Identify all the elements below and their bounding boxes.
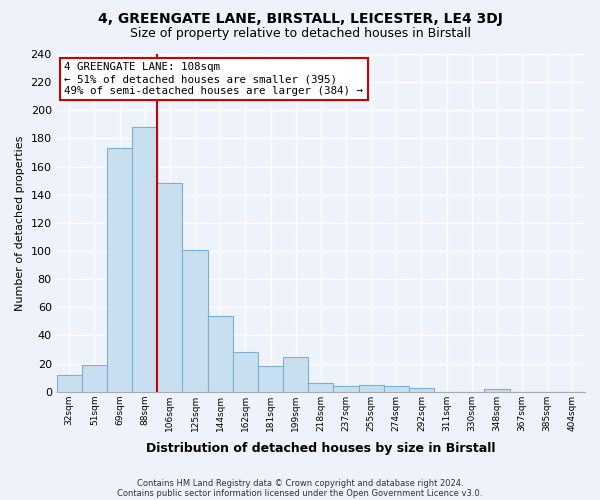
Bar — [182, 250, 208, 392]
Bar — [258, 366, 283, 392]
Bar — [208, 316, 233, 392]
Bar — [107, 148, 132, 392]
Bar — [283, 356, 308, 392]
Bar — [56, 375, 82, 392]
Bar — [233, 352, 258, 392]
Text: Contains HM Land Registry data © Crown copyright and database right 2024.: Contains HM Land Registry data © Crown c… — [137, 478, 463, 488]
Text: 4, GREENGATE LANE, BIRSTALL, LEICESTER, LE4 3DJ: 4, GREENGATE LANE, BIRSTALL, LEICESTER, … — [98, 12, 502, 26]
Bar — [132, 127, 157, 392]
Text: Contains public sector information licensed under the Open Government Licence v3: Contains public sector information licen… — [118, 488, 482, 498]
Bar — [409, 388, 434, 392]
Bar — [359, 384, 384, 392]
Bar — [484, 389, 509, 392]
Text: Size of property relative to detached houses in Birstall: Size of property relative to detached ho… — [130, 28, 470, 40]
Bar — [308, 384, 334, 392]
X-axis label: Distribution of detached houses by size in Birstall: Distribution of detached houses by size … — [146, 442, 496, 455]
Bar — [384, 386, 409, 392]
Text: 4 GREENGATE LANE: 108sqm
← 51% of detached houses are smaller (395)
49% of semi-: 4 GREENGATE LANE: 108sqm ← 51% of detach… — [64, 62, 363, 96]
Bar — [157, 184, 182, 392]
Bar — [82, 365, 107, 392]
Bar — [334, 386, 359, 392]
Y-axis label: Number of detached properties: Number of detached properties — [15, 135, 25, 310]
